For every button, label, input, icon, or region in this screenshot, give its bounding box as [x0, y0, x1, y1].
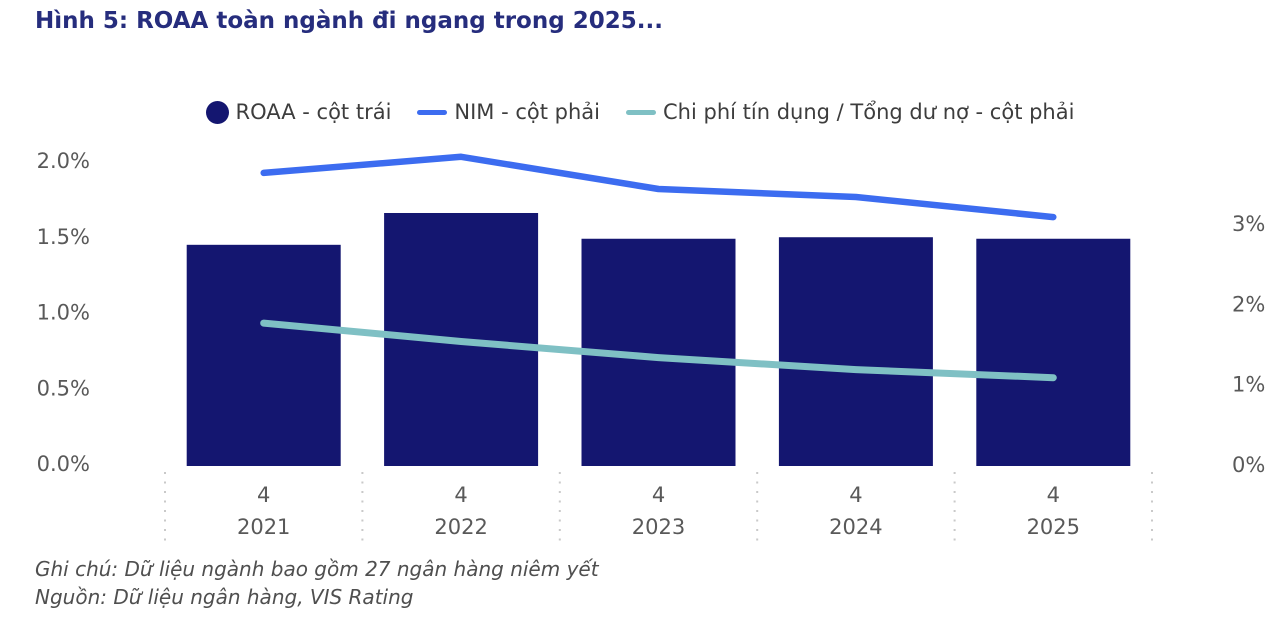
x-axis-quarter-label: 4	[1047, 483, 1060, 507]
legend-label-nim: NIM - cột phải	[454, 100, 601, 124]
left-axis-tick: 1.0%	[37, 301, 90, 325]
legend-item-nim: NIM - cột phải	[417, 100, 600, 124]
roaa-bar	[778, 237, 933, 466]
chart-title: Hình 5: ROAA toàn ngành đi ngang trong 2…	[35, 8, 663, 34]
x-axis-quarter-label: 4	[257, 483, 270, 507]
chart-legend: ROAA - cột trái NIM - cột phải Chi phí t…	[0, 100, 1280, 124]
x-axis-year-label: 2024	[829, 515, 882, 539]
x-axis-year-label: 2022	[434, 515, 487, 539]
credit-cost-line-marker-icon	[626, 109, 657, 115]
roaa-bar	[976, 238, 1131, 466]
right-axis-tick: 3%	[1232, 212, 1265, 236]
left-axis-tick: 2.0%	[37, 149, 90, 173]
legend-item-credit-cost: Chi phí tín dụng / Tổng dư nợ - cột phải	[626, 100, 1074, 124]
x-axis-quarter-label: 4	[454, 483, 467, 507]
legend-item-roaa: ROAA - cột trái	[205, 100, 392, 124]
x-axis-quarter-label: 4	[849, 483, 862, 507]
right-axis-tick: 2%	[1232, 292, 1265, 316]
nim-line	[260, 153, 1057, 221]
nim-line-marker-icon	[417, 109, 448, 115]
chart-source: Nguồn: Dữ liệu ngân hàng, VIS Rating	[35, 585, 414, 609]
x-axis-quarter-label: 4	[652, 483, 665, 507]
right-axis-tick: 0%	[1232, 453, 1265, 477]
legend-label-credit-cost: Chi phí tín dụng / Tổng dư nợ - cột phải	[663, 100, 1075, 124]
left-axis-tick: 0.0%	[37, 452, 90, 476]
credit-cost-line	[260, 319, 1057, 382]
roaa-circle-marker-icon	[205, 100, 229, 124]
x-axis-year-label: 2025	[1027, 515, 1080, 539]
left-axis-tick: 0.5%	[37, 376, 90, 400]
x-axis-year-label: 2023	[632, 515, 685, 539]
left-axis-tick: 1.5%	[37, 225, 90, 249]
right-axis-tick: 1%	[1232, 373, 1265, 397]
roaa-bar	[186, 244, 341, 466]
legend-label-roaa: ROAA - cột trái	[235, 100, 392, 124]
chart-footnote: Ghi chú: Dữ liệu ngành bao gồm 27 ngân h…	[35, 557, 599, 581]
x-axis-year-label: 2021	[237, 515, 290, 539]
